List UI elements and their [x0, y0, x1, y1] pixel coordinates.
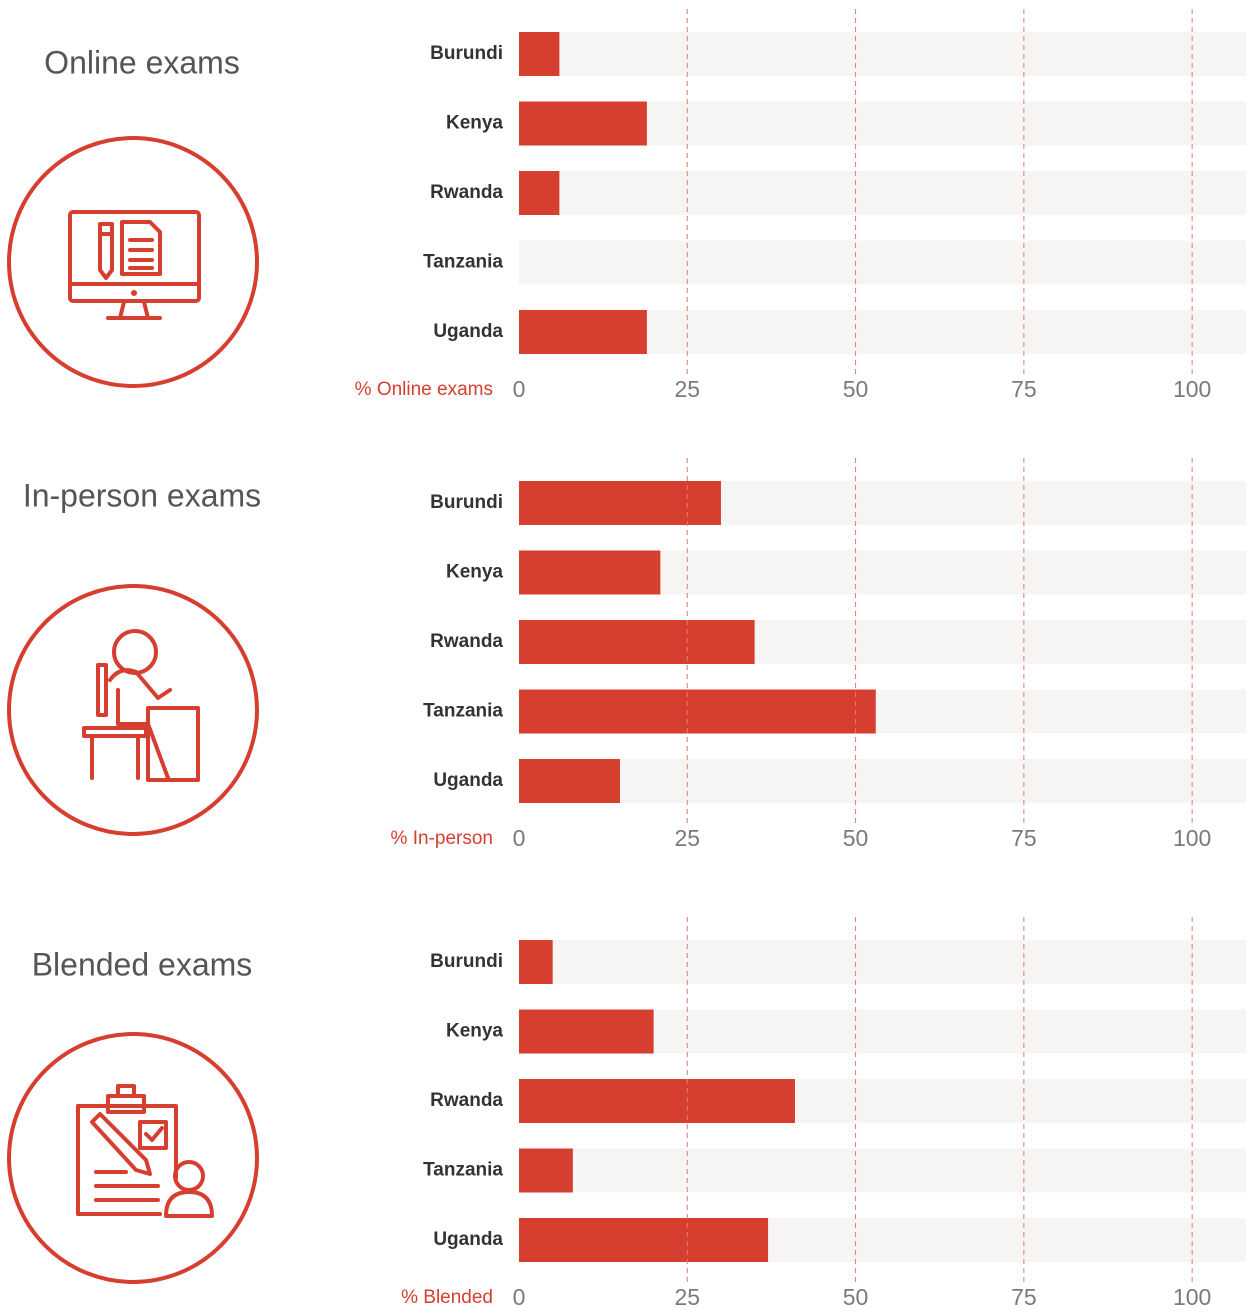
bar: [519, 310, 647, 354]
category-label: Burundi: [430, 951, 503, 972]
category-label: Tanzania: [423, 252, 503, 273]
category-label: Burundi: [430, 492, 503, 513]
category-label: Tanzania: [423, 701, 503, 722]
x-tick-label: 0: [513, 1284, 526, 1310]
bar: [519, 1218, 769, 1262]
x-tick-label: 50: [843, 1284, 869, 1310]
bar: [519, 620, 755, 664]
x-tick-label: 0: [513, 376, 526, 402]
x-axis-label: % In-person: [391, 828, 493, 849]
panel-title: Online exams: [44, 44, 240, 80]
x-tick-label: 75: [1011, 376, 1037, 402]
bar: [519, 759, 620, 803]
panel-title: Blended exams: [32, 946, 253, 982]
bar: [519, 1148, 573, 1193]
x-tick-label: 25: [674, 1284, 700, 1310]
bar: [519, 1009, 654, 1054]
track: [519, 940, 1246, 984]
bar: [519, 940, 553, 984]
x-tick-label: 50: [843, 376, 869, 402]
blended-icon: [7, 1032, 259, 1284]
category-label: Kenya: [446, 113, 503, 134]
x-axis-label: % Blended: [401, 1287, 493, 1308]
x-tick-label: 75: [1011, 1284, 1037, 1310]
x-tick-label: 0: [513, 825, 526, 851]
bar: [519, 481, 721, 525]
bar: [519, 689, 876, 734]
x-tick-label: 100: [1173, 1284, 1211, 1310]
x-tick-label: 50: [843, 825, 869, 851]
x-tick-label: 100: [1173, 376, 1211, 402]
track: [519, 240, 1246, 285]
in-person-icon: [7, 584, 259, 836]
category-label: Tanzania: [423, 1160, 503, 1181]
x-tick-label: 25: [674, 376, 700, 402]
category-label: Uganda: [433, 770, 503, 791]
category-label: Burundi: [430, 43, 503, 64]
category-label: Kenya: [446, 562, 503, 583]
x-tick-label: 25: [674, 825, 700, 851]
track: [519, 171, 1246, 215]
category-label: Rwanda: [430, 182, 503, 203]
x-tick-label: 75: [1011, 825, 1037, 851]
bar: [519, 171, 560, 215]
category-label: Uganda: [433, 321, 503, 342]
bar: [519, 32, 560, 76]
x-tick-label: 100: [1173, 825, 1211, 851]
category-label: Rwanda: [430, 631, 503, 652]
track: [519, 1148, 1246, 1193]
x-axis-label: % Online exams: [355, 379, 493, 400]
category-label: Rwanda: [430, 1090, 503, 1111]
bar: [519, 1079, 795, 1123]
track: [519, 759, 1246, 803]
panel-title: In-person exams: [23, 477, 261, 513]
category-label: Uganda: [433, 1229, 503, 1250]
track: [519, 32, 1246, 76]
category-label: Kenya: [446, 1021, 503, 1042]
online-icon: [7, 136, 259, 388]
bar: [519, 101, 647, 146]
bar: [519, 550, 661, 595]
